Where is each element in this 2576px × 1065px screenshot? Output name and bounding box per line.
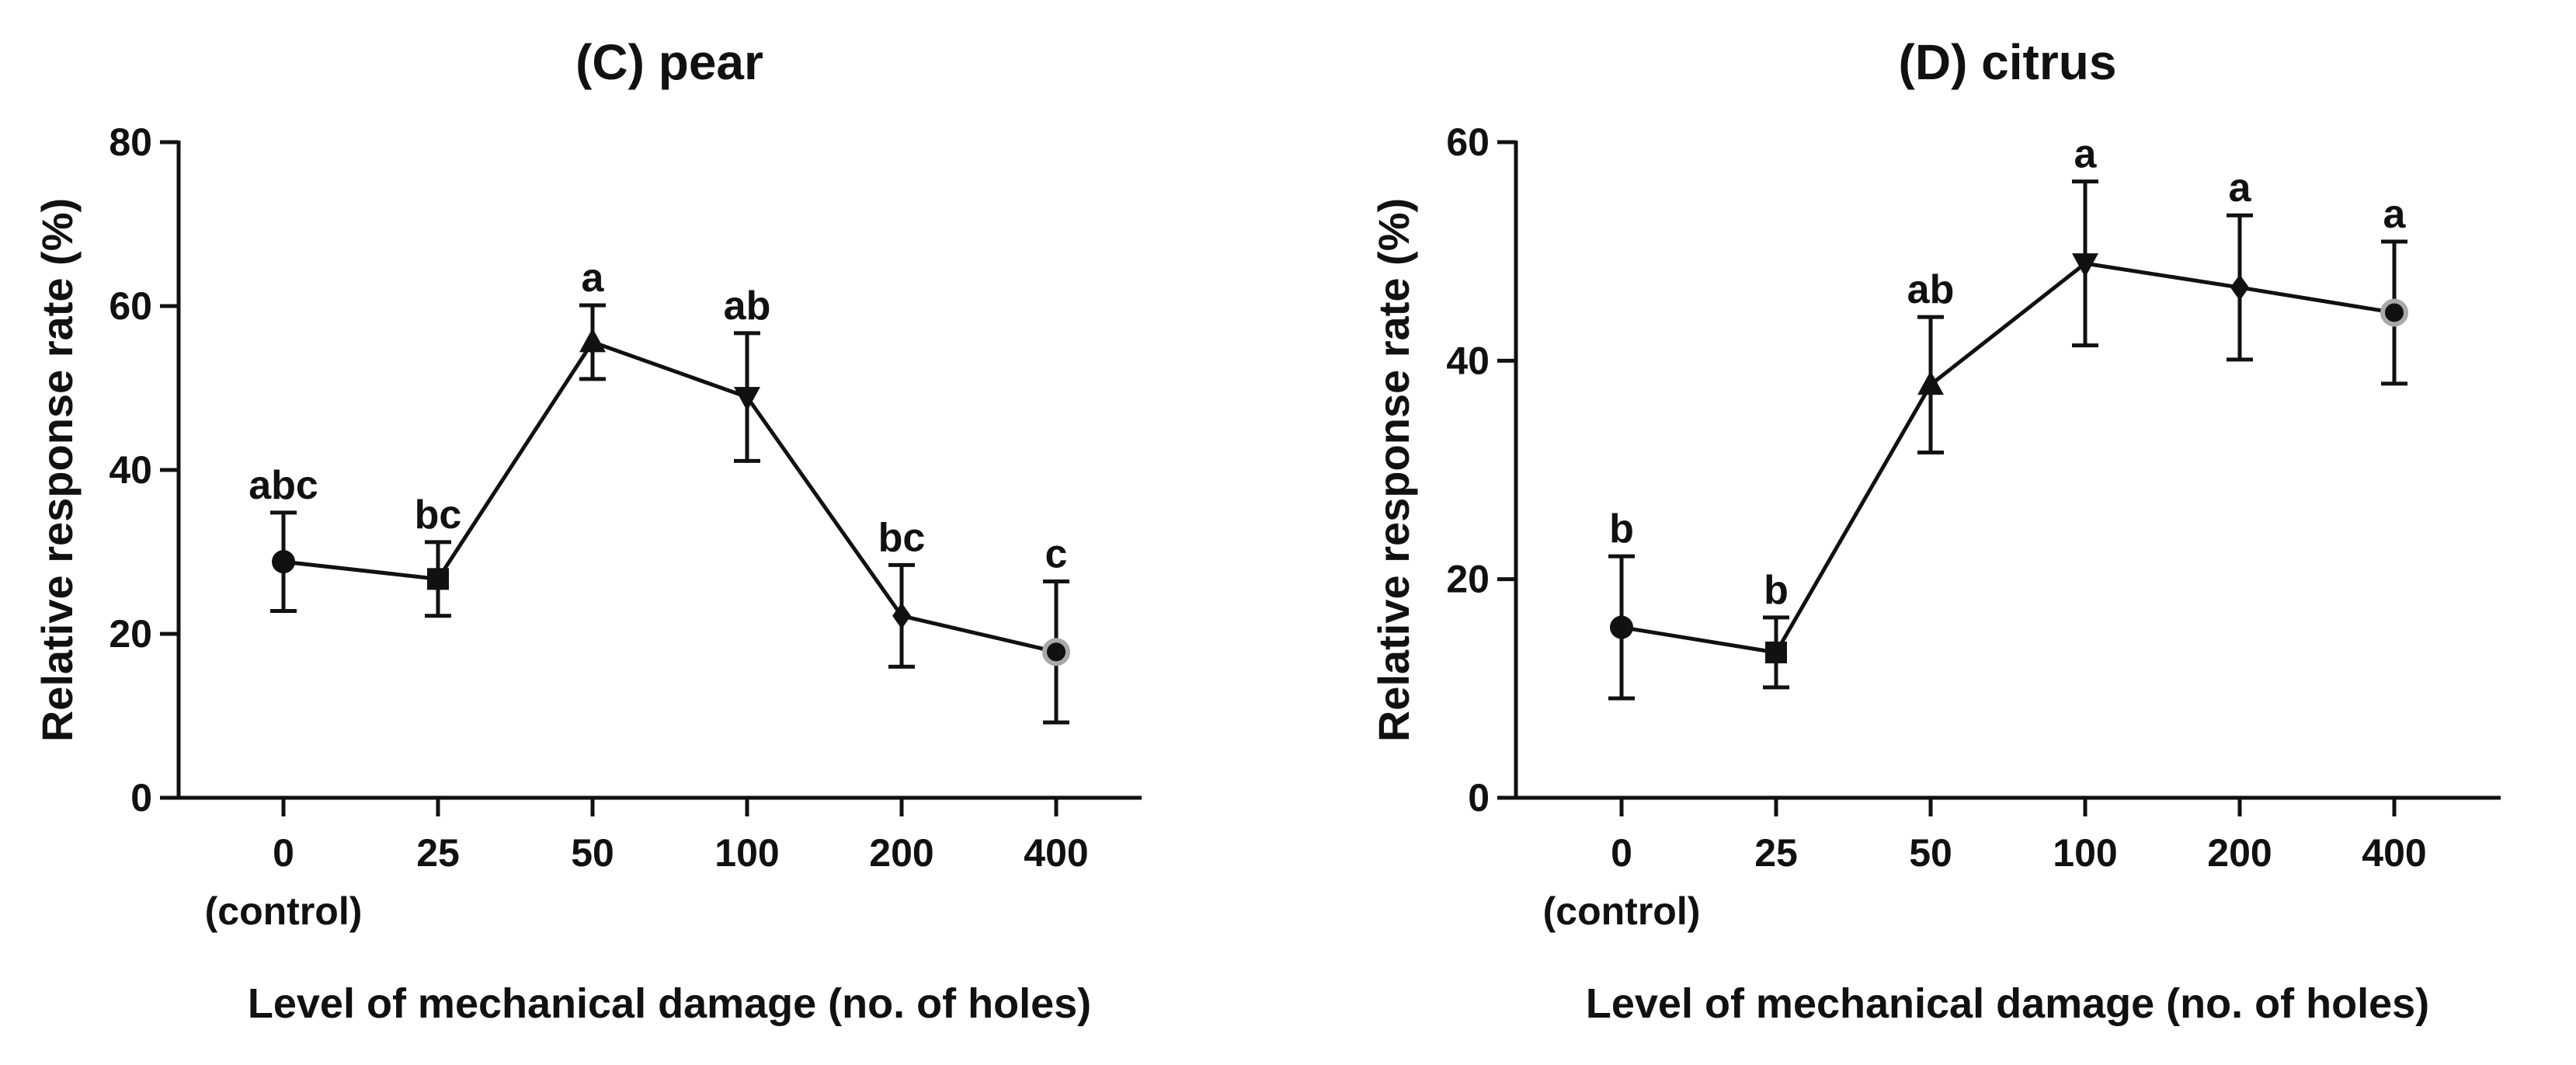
x-tick-label: 400 <box>2362 831 2426 875</box>
data-point <box>1917 371 1944 395</box>
x-tick-label: 200 <box>869 831 933 875</box>
significance-label: b <box>1764 568 1789 613</box>
data-point <box>2230 274 2249 301</box>
chart-title: (D) citrus <box>1899 34 2117 90</box>
significance-label: a <box>582 256 605 301</box>
chart-title: (C) pear <box>575 34 763 90</box>
chart-panel-pear: (C) pear Relative response rate (%) Leve… <box>33 34 1142 1027</box>
x-tick-label: 100 <box>714 831 779 875</box>
x-tick-label: 50 <box>571 831 614 875</box>
significance-label: b <box>1609 506 1634 552</box>
data-point <box>2380 298 2408 327</box>
x-tick-label: 200 <box>2207 831 2272 875</box>
significance-label: a <box>2383 192 2407 237</box>
x-axis-label: Level of mechanical damage (no. of holes… <box>248 980 1091 1027</box>
y-tick-label: 20 <box>1446 558 1490 601</box>
x-tick-sublabel: (control) <box>205 889 363 933</box>
significance-label: bc <box>415 492 462 538</box>
y-tick-label: 40 <box>109 448 152 492</box>
data-point <box>272 550 295 574</box>
series-line <box>1621 261 2395 655</box>
x-tick-label: 25 <box>416 831 460 875</box>
significance-label: abc <box>249 463 318 508</box>
y-tick-label: 0 <box>130 776 152 820</box>
x-tick-label: 100 <box>2053 831 2117 875</box>
y-tick-label: 80 <box>109 120 152 164</box>
x-tick-label: 0 <box>273 831 294 875</box>
y-tick-label: 60 <box>1446 120 1490 164</box>
x-tick-label: 50 <box>1909 831 1952 875</box>
x-tick-sublabel: (control) <box>1543 889 1701 933</box>
y-tick-label: 20 <box>109 612 152 656</box>
data-point <box>579 328 606 353</box>
data-point <box>427 568 449 590</box>
y-axis-label: Relative response rate (%) <box>1369 198 1418 742</box>
significance-label: ab <box>1907 267 1955 312</box>
data-point <box>2072 253 2098 278</box>
x-tick-label: 400 <box>1024 831 1088 875</box>
data-point <box>892 602 911 629</box>
data-point <box>1042 638 1070 666</box>
significance-label: c <box>1045 531 1068 576</box>
y-axis-label: Relative response rate (%) <box>33 198 82 742</box>
significance-label: a <box>2074 132 2098 177</box>
significance-label: bc <box>878 515 926 560</box>
y-tick-label: 40 <box>1446 339 1490 382</box>
series-line <box>283 339 1057 654</box>
y-tick-label: 60 <box>109 284 152 328</box>
data-point <box>1765 641 1787 663</box>
y-tick-label: 0 <box>1468 776 1490 820</box>
data-point <box>1610 615 1633 639</box>
data-point <box>734 387 760 412</box>
x-axis-label: Level of mechanical damage (no. of holes… <box>1586 980 2429 1027</box>
x-tick-label: 0 <box>1611 831 1632 875</box>
x-tick-label: 25 <box>1754 831 1798 875</box>
chart-panel-citrus: (D) citrus Relative response rate (%) Le… <box>1369 34 2501 1027</box>
significance-label: a <box>2229 165 2252 211</box>
significance-label: ab <box>724 284 771 329</box>
